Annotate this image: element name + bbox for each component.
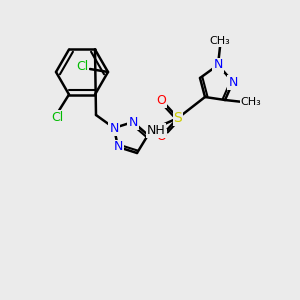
Text: NH: NH [147, 124, 165, 136]
Text: N: N [109, 122, 119, 134]
Text: N: N [228, 76, 238, 88]
Text: CH₃: CH₃ [210, 36, 230, 46]
Text: Cl: Cl [76, 61, 88, 74]
Text: S: S [174, 111, 182, 125]
Text: Cl: Cl [51, 111, 63, 124]
Text: N: N [113, 140, 123, 154]
Text: O: O [156, 130, 166, 142]
Text: CH₃: CH₃ [241, 97, 261, 107]
Text: N: N [213, 58, 223, 71]
Text: O: O [156, 94, 166, 106]
Text: N: N [128, 116, 138, 128]
